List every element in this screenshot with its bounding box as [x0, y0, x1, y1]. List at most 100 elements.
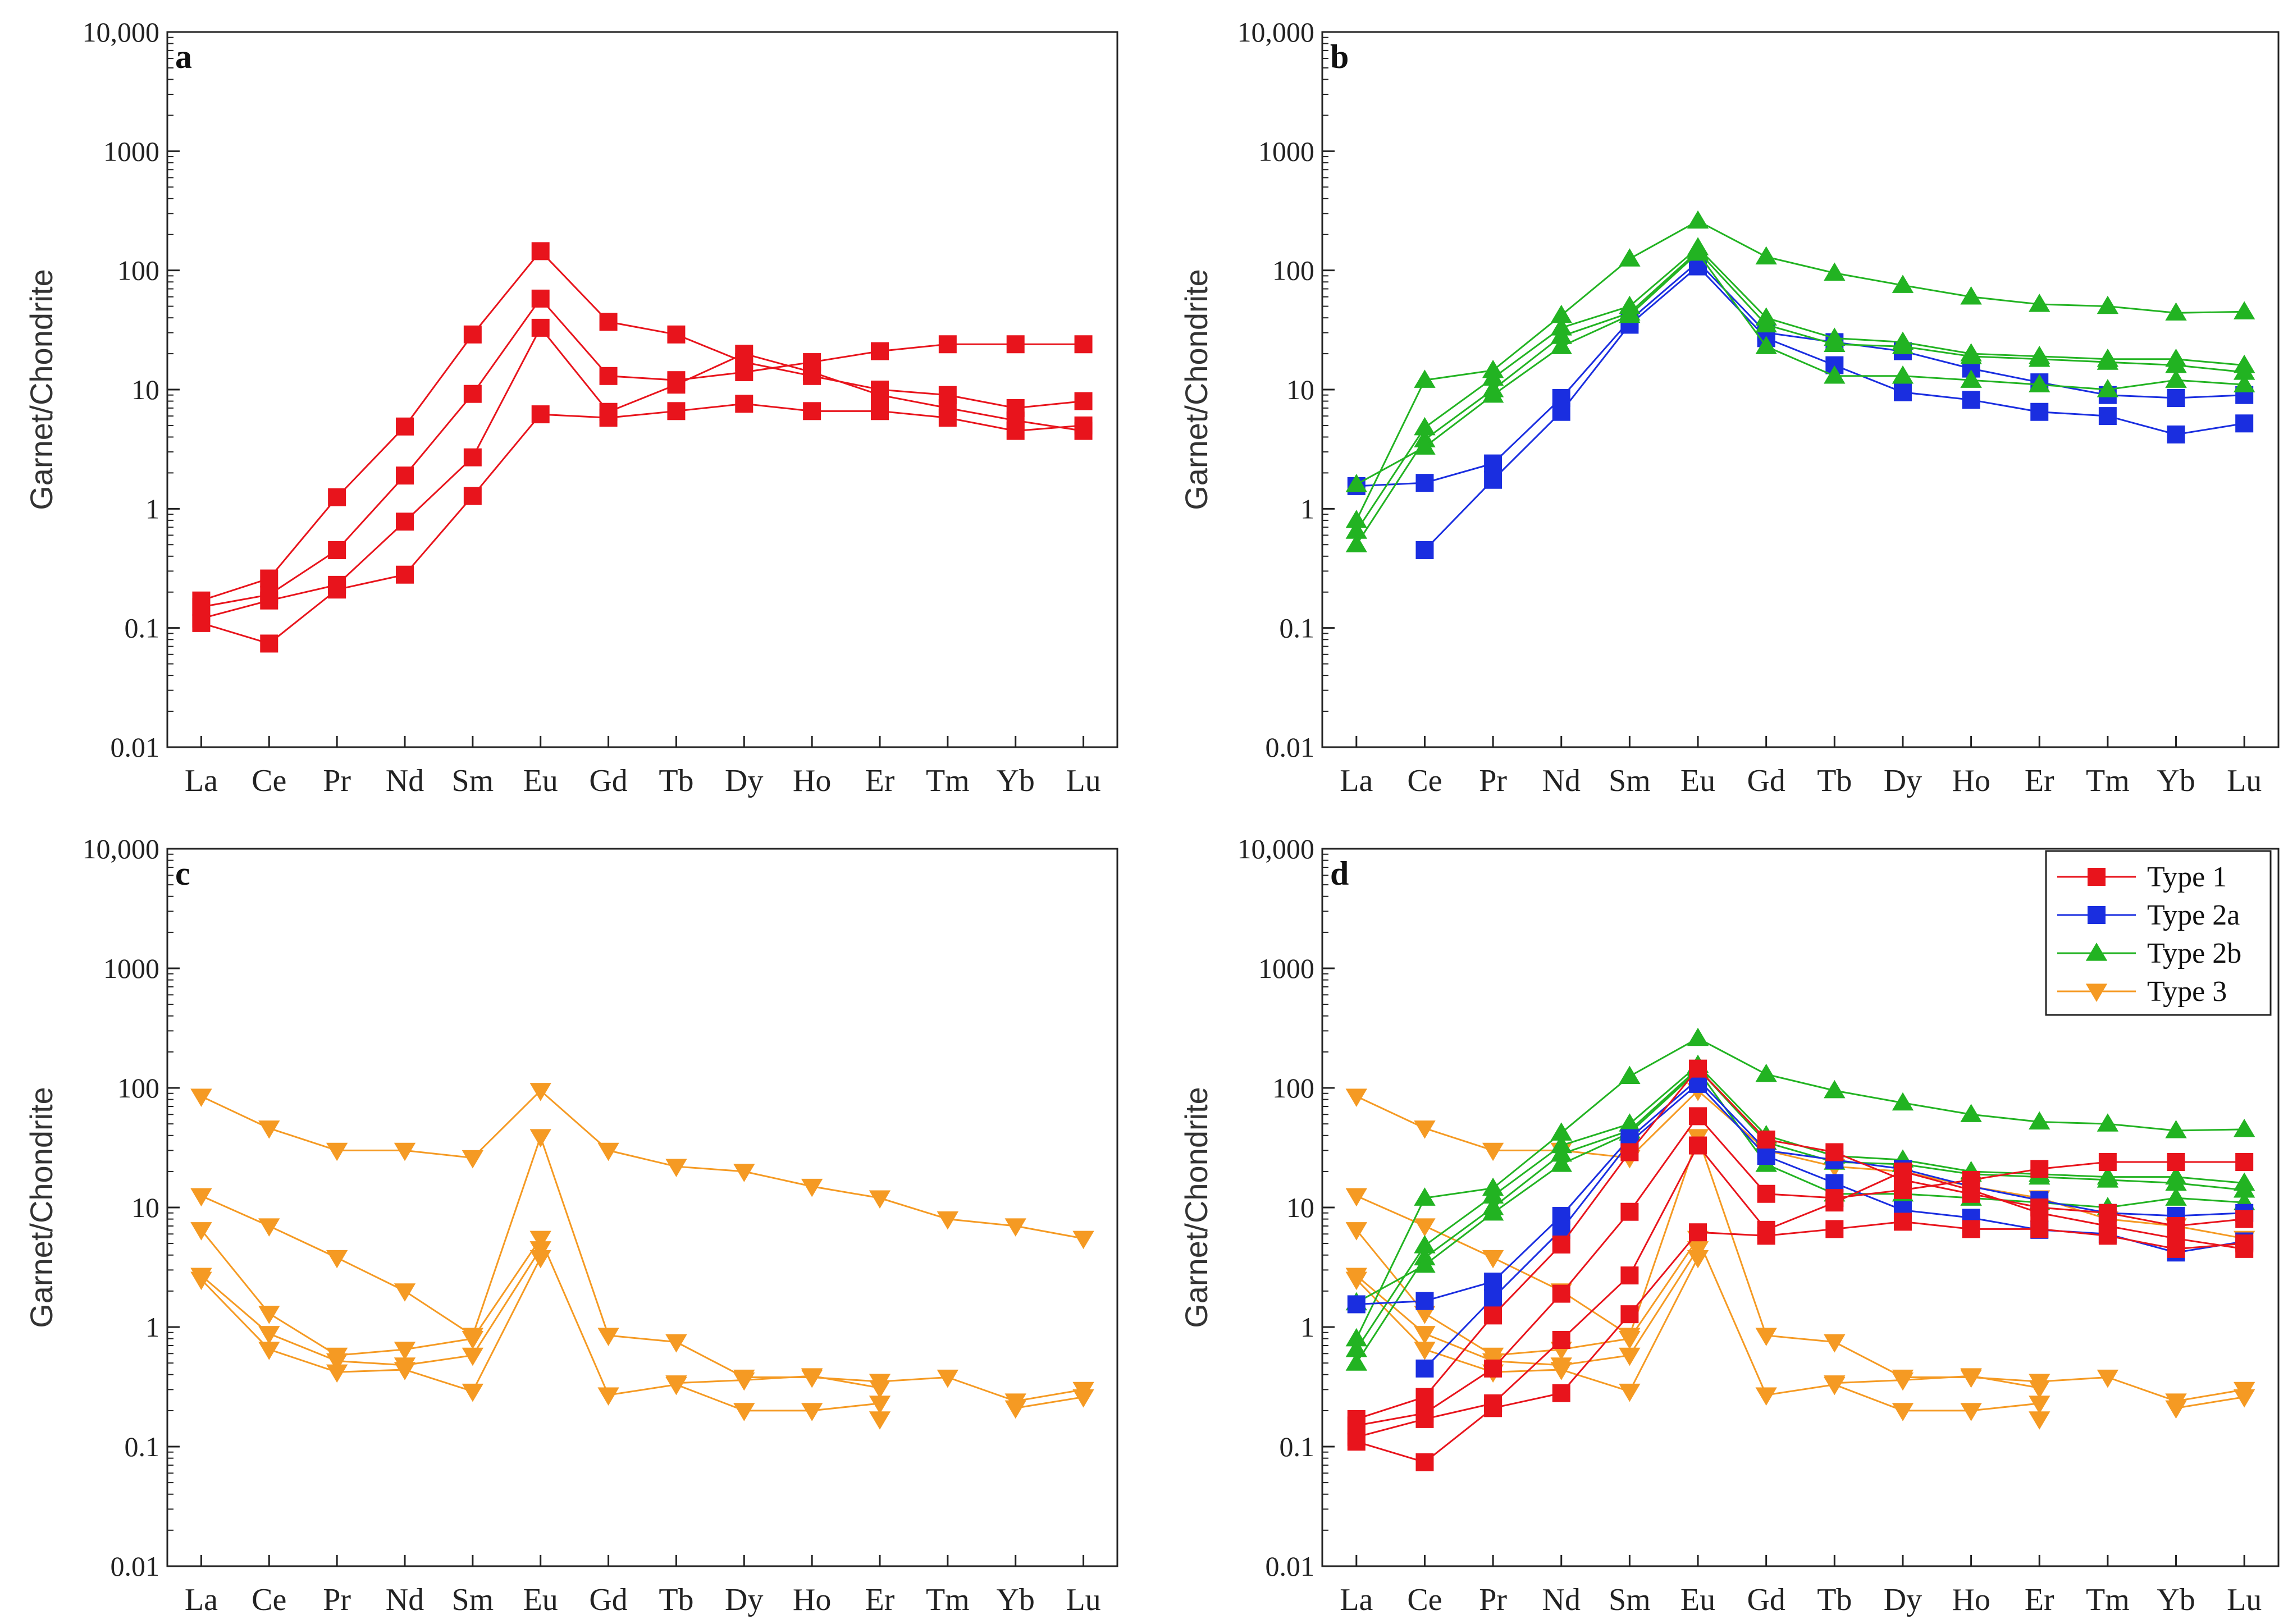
series-line [1355, 1248, 1699, 1366]
data-point [1689, 1136, 1707, 1155]
data-point [1619, 304, 1641, 323]
data-point [869, 1396, 891, 1414]
data-point [2029, 1111, 2050, 1130]
series-type2a [1347, 253, 2254, 495]
data-point [1072, 1389, 1094, 1408]
data-point [2098, 1153, 2117, 1172]
data-point [1482, 1185, 1504, 1204]
data-point [2029, 374, 2050, 392]
data-point [1825, 1220, 1844, 1238]
data-point [597, 1387, 619, 1406]
data-point [1345, 1271, 1368, 1291]
x-tick-label: Lu [1066, 763, 1100, 798]
data-point [1619, 1347, 1641, 1366]
series-line [1834, 1375, 2040, 1389]
data-point [1415, 1388, 1434, 1406]
data-point [531, 405, 550, 424]
y-tick-label: 10 [131, 1192, 159, 1223]
series-type2b [1345, 242, 2255, 492]
series-type2a [1415, 257, 2254, 559]
data-point [2097, 351, 2119, 370]
data-point [1482, 1142, 1504, 1161]
x-tick-label: Pr [1479, 763, 1507, 798]
series-type1 [192, 318, 1093, 628]
y-tick-label: 1000 [1258, 953, 1314, 984]
y-tick-label: 10 [1286, 374, 1314, 405]
data-point [190, 1088, 212, 1107]
y-axis-label: Garnet/Chondrite [1179, 269, 1214, 510]
data-point [1825, 1143, 1844, 1161]
data-point [529, 1250, 551, 1269]
data-point [260, 569, 278, 588]
data-point [1347, 1433, 1366, 1451]
data-point [2029, 294, 2050, 312]
data-point [733, 1372, 755, 1391]
data-point [2165, 1172, 2187, 1191]
y-tick-label: 100 [1272, 1072, 1314, 1104]
data-point [260, 591, 278, 610]
data-point [462, 1383, 484, 1402]
series-type1 [1347, 1059, 2254, 1428]
data-point [1687, 1027, 1709, 1046]
series-line [676, 1375, 880, 1389]
data-point [1552, 1384, 1570, 1402]
data-point [531, 289, 550, 308]
x-tick-label: Nd [1542, 1582, 1581, 1617]
series-line [2176, 1396, 2245, 1409]
data-point [665, 1159, 687, 1177]
data-point [260, 634, 278, 653]
plot-frame [1321, 31, 2280, 748]
data-point [665, 1375, 687, 1394]
x-tick-label: Ho [793, 1582, 831, 1617]
x-tick-label: Eu [1680, 1582, 1715, 1617]
plot-frame [166, 31, 1118, 748]
data-point [1892, 1372, 1914, 1391]
data-point [1892, 1403, 1914, 1421]
data-point [871, 386, 889, 404]
x-tick-label: Eu [523, 1582, 558, 1617]
data-point [326, 1353, 348, 1372]
y-tick-label: 100 [1272, 255, 1314, 286]
data-point [1960, 1403, 1982, 1421]
data-point [190, 1188, 212, 1207]
data-point [869, 1411, 891, 1430]
x-tick-label: Ho [793, 763, 831, 798]
data-point [1620, 1266, 1639, 1285]
data-point [463, 325, 482, 344]
data-point [2233, 1119, 2255, 1137]
legend-marker [2085, 983, 2108, 1002]
data-point [2029, 1411, 2050, 1430]
data-point [1755, 336, 1777, 354]
y-tick-label: 0.1 [1280, 1431, 1315, 1462]
data-point [462, 1150, 484, 1169]
y-tick-label: 0.01 [1266, 731, 1315, 763]
data-point [2030, 402, 2049, 421]
plot-frame [166, 848, 1118, 1567]
series-line [1355, 250, 2245, 546]
panel-letter: d [1330, 855, 1349, 892]
data-point [1824, 1375, 1846, 1394]
data-point [1892, 365, 1914, 384]
y-tick-label: 1 [145, 1311, 159, 1343]
data-point [803, 402, 821, 420]
data-point [1755, 246, 1777, 265]
data-point [462, 1330, 484, 1349]
y-tick-label: 0.1 [1280, 612, 1315, 644]
data-point [1619, 248, 1641, 267]
data-point [1824, 333, 1846, 352]
data-point [1619, 1065, 1641, 1085]
data-point [1755, 1063, 1777, 1082]
x-tick-label: Er [865, 1582, 895, 1617]
series-line [1356, 251, 2245, 486]
data-point [2097, 295, 2119, 314]
data-point [1484, 1399, 1503, 1417]
data-point [2098, 407, 2117, 426]
data-point [190, 1271, 212, 1291]
data-point [1006, 335, 1025, 354]
data-point [1484, 1359, 1503, 1378]
series-type2b [1345, 1027, 2255, 1347]
data-point [394, 1342, 416, 1360]
y-tick-label: 0.1 [125, 1431, 160, 1462]
data-point [1550, 1362, 1572, 1380]
y-tick-label: 0.01 [1266, 1550, 1315, 1582]
